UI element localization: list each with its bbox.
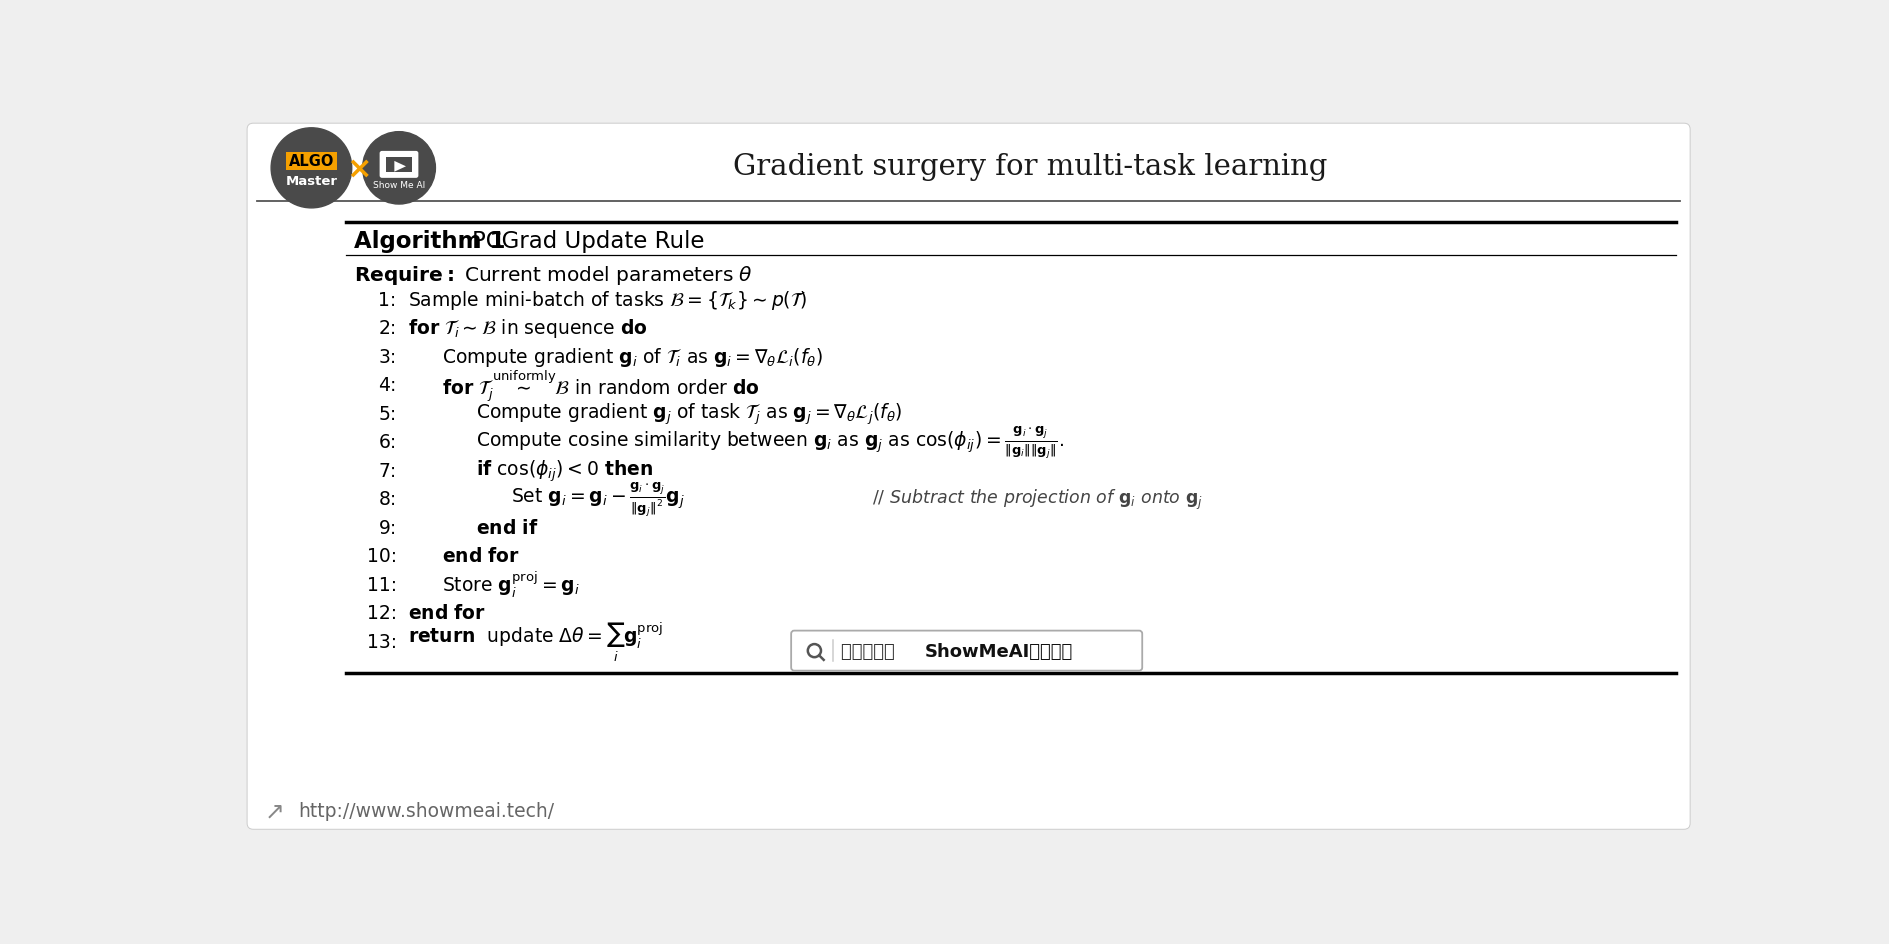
Text: $\mathbf{end\ if}$: $\mathbf{end\ if}$ — [476, 518, 538, 537]
Text: ALGO: ALGO — [289, 154, 334, 169]
Text: Show Me AI: Show Me AI — [372, 181, 425, 190]
Circle shape — [363, 132, 434, 205]
Text: ShowMeAI研究中心: ShowMeAI研究中心 — [924, 642, 1073, 660]
Text: $\mathbf{if}\ \cos(\phi_{ij}) < 0\ \mathbf{then}$: $\mathbf{if}\ \cos(\phi_{ij}) < 0\ \math… — [476, 458, 654, 483]
Text: 4:: 4: — [378, 376, 397, 395]
Polygon shape — [395, 161, 406, 173]
FancyBboxPatch shape — [385, 158, 412, 173]
Text: 6:: 6: — [378, 433, 397, 452]
Text: 12:: 12: — [366, 604, 397, 623]
FancyBboxPatch shape — [285, 153, 336, 171]
Text: $\mathit{//\ Subtract\ the\ projection\ of}\ \mathbf{g}_i\ \mathit{onto}\ \mathb: $\mathit{//\ Subtract\ the\ projection\ … — [871, 487, 1201, 512]
FancyBboxPatch shape — [380, 152, 417, 178]
Text: 5:: 5: — [378, 405, 397, 424]
Text: PCGrad Update Rule: PCGrad Update Rule — [472, 229, 705, 252]
Text: 7:: 7: — [378, 462, 397, 480]
Text: Algorithm 1: Algorithm 1 — [353, 229, 504, 252]
FancyBboxPatch shape — [247, 124, 1689, 830]
Text: $\mathbf{for}\ \mathcal{T}_i \sim \mathcal{B}$ in sequence $\mathbf{do}$: $\mathbf{for}\ \mathcal{T}_i \sim \mathc… — [408, 317, 648, 340]
Text: Compute gradient $\mathbf{g}_i$ of $\mathcal{T}_i$ as $\mathbf{g}_i = \nabla_\th: Compute gradient $\mathbf{g}_i$ of $\mat… — [442, 346, 824, 368]
Text: Set $\mathbf{g}_i = \mathbf{g}_i - \frac{\mathbf{g}_i \cdot \mathbf{g}_j}{\|\mat: Set $\mathbf{g}_i = \mathbf{g}_i - \frac… — [510, 480, 684, 518]
Text: $\mathbf{return}\ $ update $\Delta\theta = \sum_i \mathbf{g}_i^{\mathrm{proj}}$: $\mathbf{return}\ $ update $\Delta\theta… — [408, 620, 663, 664]
FancyBboxPatch shape — [791, 631, 1141, 671]
Text: ↗: ↗ — [264, 799, 285, 823]
Text: 2:: 2: — [378, 319, 397, 338]
Text: Compute cosine similarity between $\mathbf{g}_i$ as $\mathbf{g}_j$ as $\cos(\phi: Compute cosine similarity between $\math… — [476, 424, 1064, 461]
Text: 10:: 10: — [366, 547, 397, 565]
Text: Compute gradient $\mathbf{g}_j$ of task $\mathcal{T}_j$ as $\mathbf{g}_j = \nabl: Compute gradient $\mathbf{g}_j$ of task … — [476, 401, 903, 427]
Text: 9:: 9: — [378, 518, 397, 537]
Text: $\mathbf{end\ for}$: $\mathbf{end\ for}$ — [408, 604, 485, 623]
Text: Gradient surgery for multi-task learning: Gradient surgery for multi-task learning — [733, 153, 1328, 181]
Text: Master: Master — [285, 175, 338, 188]
Text: ×: × — [346, 154, 372, 183]
Text: http://www.showmeai.tech/: http://www.showmeai.tech/ — [298, 801, 553, 820]
Text: 3:: 3: — [378, 347, 397, 366]
Text: Store $\mathbf{g}_i^{\mathrm{proj}} = \mathbf{g}_i$: Store $\mathbf{g}_i^{\mathrm{proj}} = \m… — [442, 570, 580, 599]
Text: 11:: 11: — [366, 575, 397, 595]
Text: 搜索｜微信: 搜索｜微信 — [841, 642, 905, 660]
Text: Sample mini-batch of tasks $\mathcal{B} = \{\mathcal{T}_k\} \sim p(\mathcal{T})$: Sample mini-batch of tasks $\mathcal{B} … — [408, 289, 807, 312]
Text: 13:: 13: — [366, 632, 397, 651]
Text: $\mathbf{for}\ \mathcal{T}_j \overset{\mathrm{uniformly}}{\sim} \mathcal{B}$ in : $\mathbf{for}\ \mathcal{T}_j \overset{\m… — [442, 368, 759, 403]
Text: $\mathbf{end\ for}$: $\mathbf{end\ for}$ — [442, 547, 519, 565]
Text: 8:: 8: — [378, 490, 397, 509]
Text: 1:: 1: — [378, 291, 397, 310]
Text: $\mathbf{Require:}$: $\mathbf{Require:}$ — [353, 263, 453, 286]
Circle shape — [270, 128, 351, 209]
Text: Current model parameters $\theta$: Current model parameters $\theta$ — [465, 263, 752, 286]
